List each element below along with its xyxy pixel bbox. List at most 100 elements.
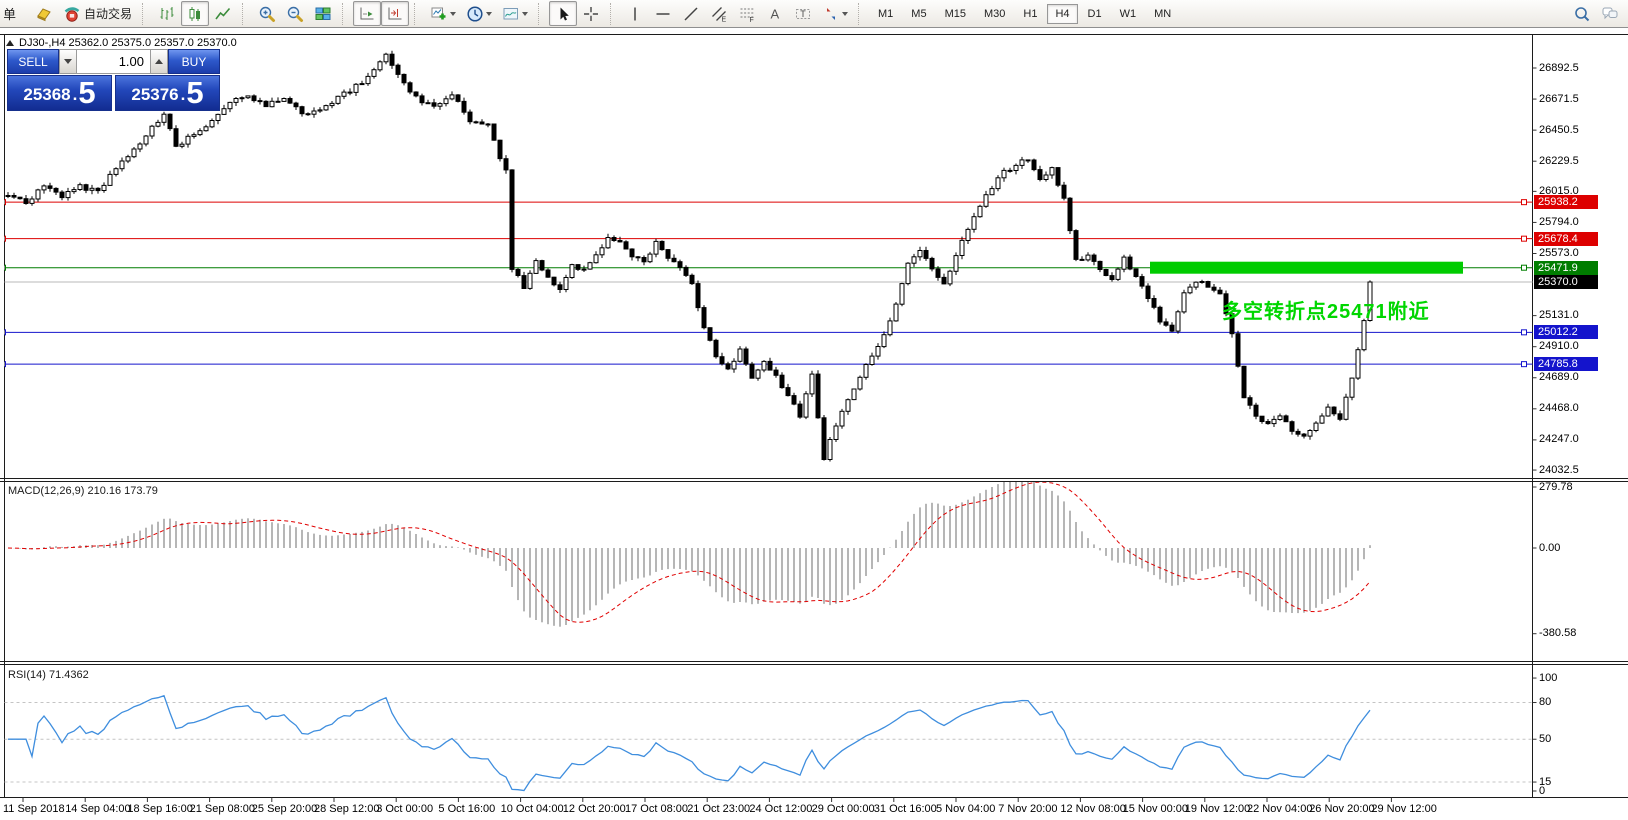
toolbar-separator bbox=[610, 2, 617, 25]
sell-button[interactable]: SELL bbox=[7, 49, 59, 74]
volume-increase-button[interactable] bbox=[150, 49, 168, 74]
arrows-icon bbox=[827, 7, 836, 20]
equidistant-channel-icon: E bbox=[712, 6, 727, 23]
svg-text:F: F bbox=[750, 17, 754, 23]
trendline-button[interactable] bbox=[677, 1, 705, 26]
vertical-line-icon bbox=[634, 7, 636, 20]
chart-title: DJ30-,H4 25362.0 25375.0 25357.0 25370.0 bbox=[6, 37, 237, 49]
timeframe-m1-button[interactable]: M1 bbox=[878, 7, 894, 20]
new-order-button[interactable]: 订单 bbox=[4, 4, 30, 24]
chat-button[interactable] bbox=[1596, 1, 1624, 26]
new-order-label: 订单 bbox=[4, 6, 17, 22]
candlestick-chart-icon bbox=[189, 6, 201, 21]
toolbar-separator bbox=[342, 2, 349, 25]
chart-annotation-text[interactable]: 多空转折点25471附近 bbox=[1222, 301, 1430, 323]
text-icon: A bbox=[771, 6, 780, 21]
zoom-in-button[interactable] bbox=[253, 1, 281, 26]
chevron-up-icon bbox=[155, 59, 163, 64]
arrows-button[interactable] bbox=[817, 1, 853, 26]
auto-trading-icon bbox=[64, 6, 80, 22]
macd-indicator-label: MACD(12,26,9) 210.16 173.79 bbox=[8, 485, 158, 497]
timeframe-h1-button[interactable]: H1 bbox=[1023, 7, 1038, 20]
cursor-icon bbox=[560, 7, 569, 20]
search-button[interactable] bbox=[1568, 1, 1596, 26]
buy-button[interactable]: BUY bbox=[168, 49, 220, 74]
tile-windows-button[interactable] bbox=[309, 1, 337, 26]
toolbar-separator bbox=[142, 2, 149, 25]
line-chart-icon bbox=[215, 7, 231, 19]
chart-shift-button[interactable] bbox=[381, 1, 410, 26]
timeframe-m30-button[interactable]: M30 bbox=[983, 7, 1006, 20]
templates-button[interactable] bbox=[497, 1, 533, 26]
chevron-down-icon bbox=[522, 11, 529, 16]
sell-price-tile[interactable]: 25368. 5 bbox=[7, 75, 112, 111]
volume-decrease-button[interactable] bbox=[59, 49, 77, 74]
timeframe-mn-button[interactable]: MN bbox=[1154, 7, 1172, 20]
search-icon bbox=[1575, 6, 1590, 21]
toolbar: 订单 自动交易 bbox=[0, 0, 1628, 28]
chat-icon bbox=[1602, 7, 1618, 19]
sell-price-dot: . bbox=[72, 85, 78, 104]
timeframe-h4-button[interactable]: H4 bbox=[1047, 3, 1078, 24]
auto-scroll-button[interactable] bbox=[353, 1, 382, 26]
one-click-trading-panel: SELL BUY 25368.5 25376.5 bbox=[7, 49, 220, 111]
buy-price-main: 25376 bbox=[131, 85, 179, 104]
zoom-in-icon bbox=[259, 6, 276, 22]
periods-clock-icon bbox=[467, 5, 483, 22]
toolbar-separator bbox=[538, 2, 545, 25]
svg-text:A: A bbox=[771, 6, 780, 21]
chevron-down-icon bbox=[486, 11, 493, 16]
toolbar-separator bbox=[858, 2, 865, 25]
text-button[interactable]: A bbox=[761, 1, 789, 26]
svg-text:T: T bbox=[800, 8, 806, 18]
text-label-icon: T bbox=[796, 8, 811, 19]
fibonacci-retracement-icon: F bbox=[740, 8, 754, 23]
indicators-button[interactable] bbox=[425, 1, 461, 26]
timeframe-toolbar: M1 M5 M15 M30 H1 H4 D1 W1 MN bbox=[869, 3, 1180, 24]
bar-chart-button[interactable] bbox=[153, 1, 181, 26]
bar-chart-icon bbox=[160, 6, 174, 20]
zoom-out-button[interactable] bbox=[281, 1, 309, 26]
chart-shift-icon bbox=[388, 7, 402, 19]
chart-templates-icon bbox=[503, 7, 519, 19]
auto-scroll-icon bbox=[360, 7, 374, 19]
timeframe-m15-button[interactable]: M15 bbox=[944, 7, 966, 20]
crosshair-button[interactable] bbox=[577, 1, 605, 26]
toolbar-separator bbox=[414, 2, 421, 25]
sell-price-frac: 5 bbox=[78, 75, 96, 110]
chevron-down-icon bbox=[842, 11, 849, 16]
vertical-line-button[interactable] bbox=[621, 1, 649, 26]
chevron-down-icon bbox=[64, 59, 72, 64]
tile-windows-icon bbox=[315, 7, 331, 20]
candlestick-chart-button[interactable] bbox=[181, 1, 210, 26]
periods-button[interactable] bbox=[461, 1, 497, 26]
timeframe-w1-button[interactable]: W1 bbox=[1119, 7, 1137, 20]
collapse-ohlc-arrow-icon[interactable] bbox=[6, 40, 14, 46]
cursor-button[interactable] bbox=[549, 1, 578, 26]
sell-price-main: 25368 bbox=[23, 85, 71, 104]
auto-trading-label: 自动交易 bbox=[84, 7, 133, 21]
timeframe-d1-button[interactable]: D1 bbox=[1087, 7, 1102, 20]
line-chart-button[interactable] bbox=[209, 1, 237, 26]
indicators-add-icon bbox=[431, 7, 446, 19]
zoom-out-icon bbox=[287, 6, 304, 22]
svg-text:E: E bbox=[722, 16, 727, 23]
chevron-down-icon bbox=[450, 11, 457, 16]
text-label-button[interactable]: T bbox=[789, 1, 817, 26]
auto-trading-button[interactable]: 自动交易 bbox=[58, 1, 137, 26]
toolbar-separator bbox=[242, 2, 249, 25]
orders-book-icon bbox=[37, 7, 51, 21]
volume-input[interactable] bbox=[77, 53, 150, 70]
equidistant-channel-button[interactable]: E bbox=[705, 1, 733, 26]
buy-price-dot: . bbox=[180, 85, 186, 104]
rsi-indicator-label: RSI(14) 71.4362 bbox=[8, 669, 89, 681]
volume-field-wrap bbox=[77, 49, 150, 74]
timeframe-m5-button[interactable]: M5 bbox=[911, 7, 927, 20]
buy-price-tile[interactable]: 25376. 5 bbox=[115, 75, 220, 111]
fibonacci-button[interactable]: F bbox=[733, 1, 761, 26]
buy-price-frac: 5 bbox=[186, 75, 204, 110]
orders-book-button[interactable] bbox=[30, 1, 58, 26]
horizontal-line-button[interactable] bbox=[649, 1, 677, 26]
